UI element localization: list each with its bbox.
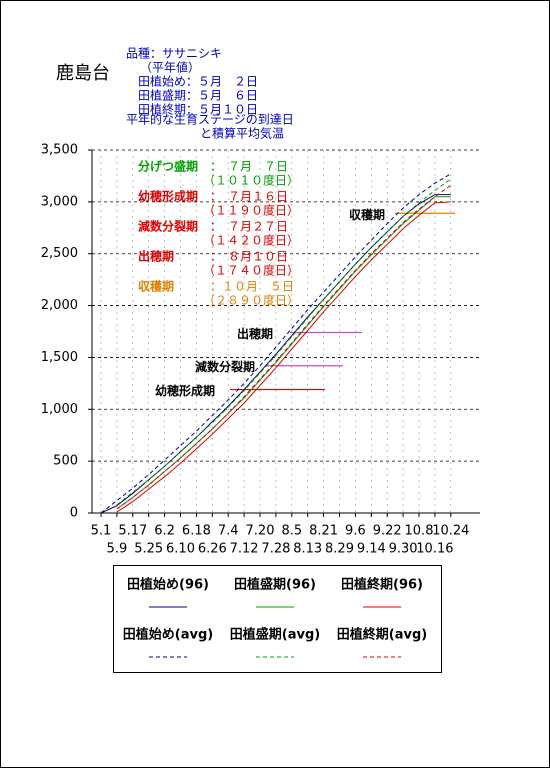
info-line: 田植終期：５月１０日: [138, 102, 258, 117]
x-tick-label: 7.20: [246, 524, 275, 539]
y-tick-label: 500: [53, 454, 78, 469]
stage-gdd: （１１９０度日）: [203, 203, 299, 218]
series-line: [116, 178, 452, 506]
x-tick-label: 9.22: [373, 524, 402, 539]
x-tick-label: 9.14: [357, 542, 386, 557]
legend-label: 田植盛期(96): [234, 577, 316, 593]
info-line: 品種：ササニシキ: [126, 47, 222, 61]
stage-name: 減数分裂期: [138, 219, 198, 234]
legend-label: 田植始め(avg): [123, 627, 213, 643]
series-line: [100, 173, 452, 514]
series-line: [116, 201, 451, 513]
legend-label: 田植始め(96): [127, 577, 209, 593]
info-line: 田植始め：５月 ２日: [138, 74, 258, 89]
stage-gdd: （１０１０度日）: [203, 173, 299, 188]
stage-gdd: （２８９０度日）: [203, 293, 299, 308]
x-tick-label: 5.9: [107, 542, 128, 557]
stage-marker-label: 減数分裂期: [195, 359, 255, 374]
stage-date: ： ７月１６日: [210, 190, 288, 204]
legend-label: 田植盛期(avg): [230, 627, 320, 643]
x-tick-label: 8.29: [325, 542, 354, 557]
x-tick-label: 8.5: [281, 524, 302, 539]
legend-box: [113, 565, 442, 673]
y-tick-label: 1,000: [41, 402, 78, 417]
chart-subtitle: と積算平均気温: [200, 126, 284, 141]
info-line: 田植盛期：５月 ６日: [138, 88, 258, 103]
y-tick-label: 2,000: [41, 298, 78, 313]
series-line: [116, 184, 452, 510]
stage-gdd: （１７４０度日）: [203, 263, 299, 278]
x-tick-label: 6.2: [154, 524, 175, 539]
stage-date: ：１０月 ５日: [210, 280, 294, 294]
y-tick-label: 3,000: [41, 194, 78, 209]
x-tick-label: 5.25: [134, 542, 163, 557]
stage-name: 幼穂形成期: [138, 189, 198, 204]
stage-gdd: （１４２０度日）: [203, 233, 299, 248]
x-tick-label: 5.1: [91, 524, 112, 539]
stage-name: 収穫期: [138, 279, 174, 294]
station: 鹿島台: [56, 63, 110, 84]
x-tick-label: 6.18: [182, 524, 211, 539]
info-line: （平年値）: [140, 60, 200, 75]
x-tick-label: 10.8: [405, 524, 434, 539]
x-tick-label: 6.26: [198, 542, 227, 557]
stage-date: ： ７月 ７日: [210, 160, 288, 174]
stage-date: ： ８月１０日: [210, 250, 288, 264]
legend-label: 田植終期(avg): [337, 627, 427, 643]
x-tick-label: 10.24: [432, 524, 469, 539]
x-tick-label: 6.10: [166, 542, 195, 557]
x-tick-label: 9.6: [345, 524, 366, 539]
y-tick-label: 3,500: [41, 143, 78, 158]
stage-marker-label: 出穂期: [237, 326, 273, 341]
stage-marker-label: 幼穂形成期: [155, 383, 215, 398]
y-tick-label: 2,500: [41, 246, 78, 261]
x-tick-label: 7.28: [261, 542, 290, 557]
x-tick-label: 7.4: [218, 524, 239, 539]
legend-label: 田植終期(96): [341, 577, 423, 593]
stage-name: 出穂期: [138, 249, 174, 264]
x-tick-label: 7.12: [230, 542, 259, 557]
stage-date: ： ７月２７日: [210, 220, 288, 234]
x-tick-label: 8.13: [293, 542, 322, 557]
stage-marker-label: 収穫期: [349, 207, 385, 222]
x-tick-label: 9.30: [389, 542, 418, 557]
x-tick-label: 8.21: [309, 524, 338, 539]
y-tick-label: 0: [70, 506, 78, 521]
x-tick-label: 10.16: [416, 542, 453, 557]
chart-title: 平年的な生育ステージの到達日: [126, 112, 294, 127]
x-tick-label: 5.17: [118, 524, 147, 539]
y-tick-label: 1,500: [41, 350, 78, 365]
stage-name: 分げつ盛期: [138, 159, 198, 174]
